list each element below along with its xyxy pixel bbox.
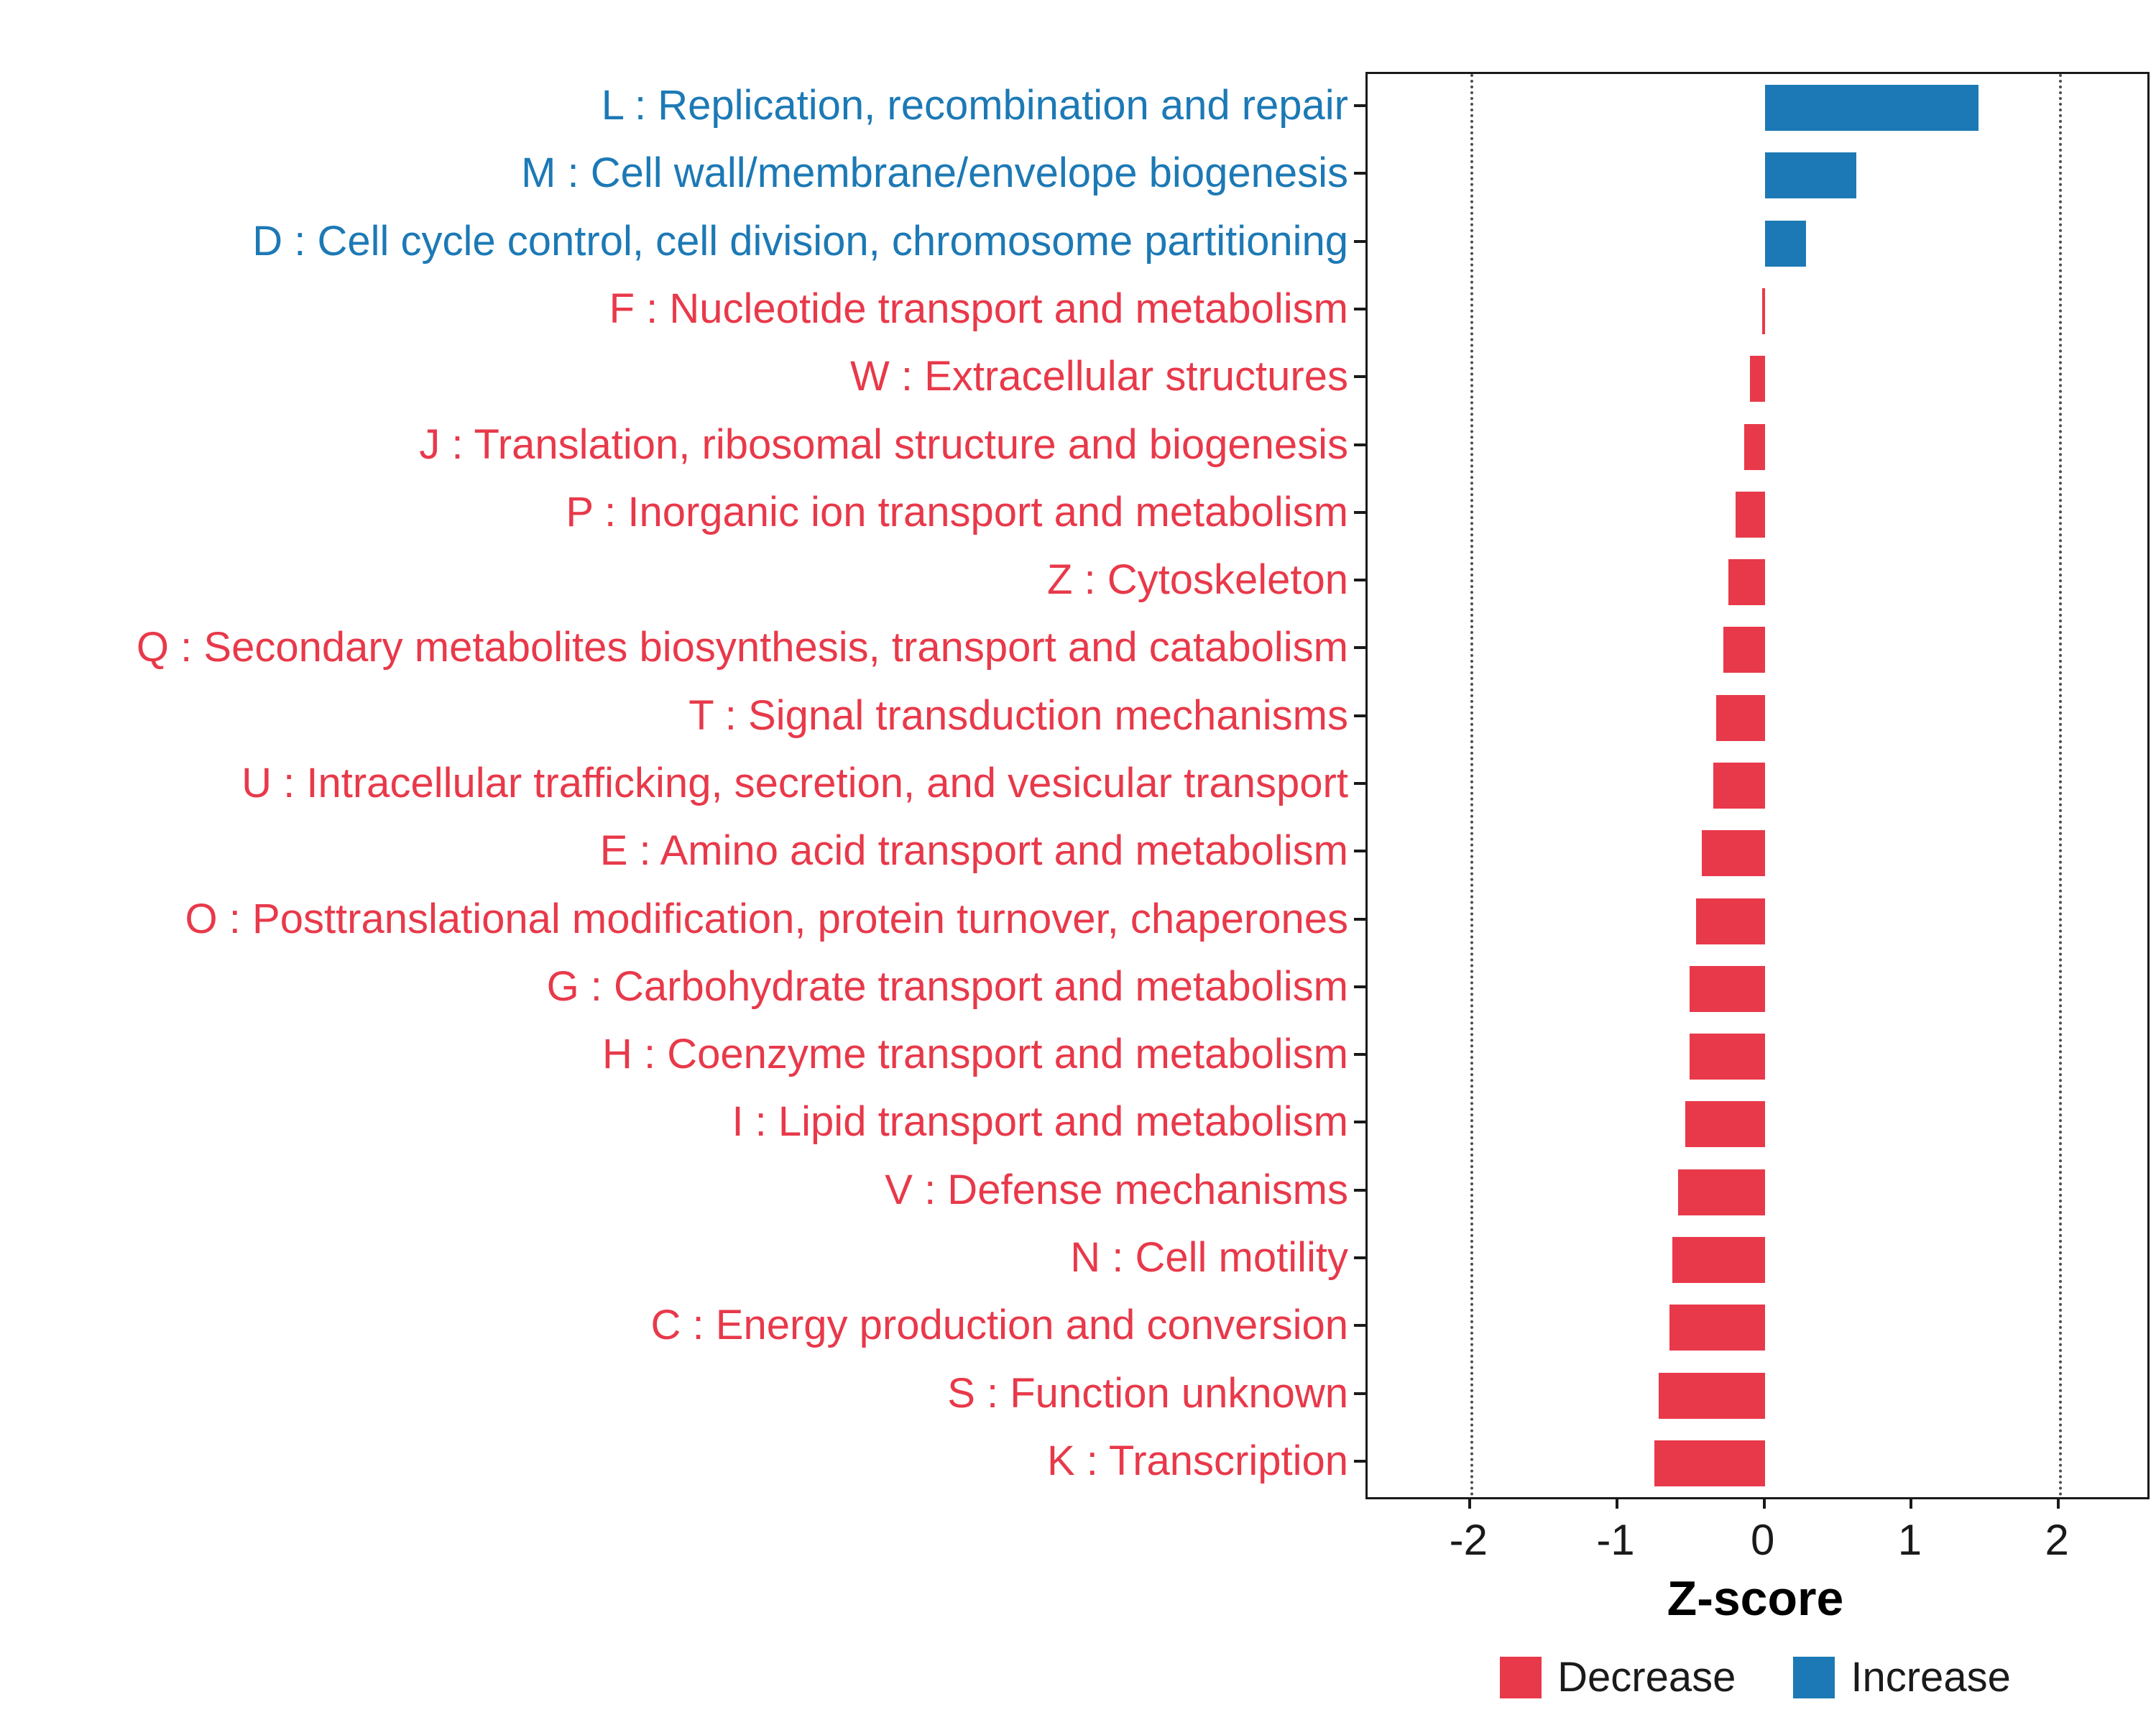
bar	[1690, 1034, 1765, 1080]
plot-panel	[1365, 72, 2150, 1499]
category-label: C : Energy production and conversion	[650, 1302, 1348, 1349]
x-tick-mark	[1616, 1497, 1619, 1509]
bar	[1713, 763, 1765, 809]
y-tick-mark	[1354, 104, 1365, 108]
y-tick-mark	[1354, 239, 1365, 243]
category-label: E : Amino acid transport and metabolism	[599, 827, 1348, 875]
y-tick-mark	[1354, 714, 1365, 717]
category-label: P : Inorganic ion transport and metaboli…	[566, 488, 1348, 535]
category-label: O : Posttranslational modification, prot…	[185, 895, 1348, 942]
x-tick-label: 2	[2045, 1516, 2069, 1564]
x-tick-mark	[2057, 1497, 2060, 1509]
y-tick-mark	[1354, 308, 1365, 310]
bar	[1659, 1372, 1765, 1419]
category-label: K : Transcription	[1046, 1437, 1348, 1484]
y-tick-mark	[1354, 985, 1365, 988]
legend-label: Decrease	[1557, 1654, 1736, 1701]
category-label: M : Cell wall/membrane/envelope biogenes…	[521, 150, 1348, 197]
x-tick-label: -2	[1449, 1516, 1488, 1564]
category-label: N : Cell motility	[1070, 1234, 1348, 1281]
y-tick-mark	[1354, 1053, 1365, 1057]
x-tick-label: 0	[1751, 1516, 1775, 1564]
bar	[1695, 898, 1765, 944]
category-label: Z : Cytoskeleton	[1046, 556, 1348, 604]
bar	[1728, 559, 1765, 606]
category-label: Q : Secondary metabolites biosynthesis, …	[136, 624, 1348, 671]
y-tick-mark	[1354, 510, 1365, 514]
y-tick-mark	[1354, 1324, 1365, 1328]
category-label: F : Nucleotide transport and metabolism	[609, 285, 1348, 332]
x-tick-label: 1	[1897, 1516, 1922, 1564]
bar	[1701, 830, 1765, 877]
category-label: V : Defense mechanisms	[885, 1166, 1348, 1213]
reference-line	[2059, 74, 2063, 1497]
y-tick-mark	[1354, 1188, 1365, 1192]
y-tick-mark	[1354, 850, 1365, 853]
x-tick-mark	[1909, 1497, 1913, 1509]
y-tick-mark	[1354, 579, 1365, 582]
bar	[1764, 152, 1856, 199]
legend: Decrease Increase	[1365, 1653, 2145, 1701]
y-tick-mark	[1354, 1256, 1365, 1259]
category-label: W : Extracellular structures	[850, 353, 1348, 400]
y-tick-mark	[1354, 917, 1365, 921]
bar	[1744, 423, 1765, 470]
y-tick-mark	[1354, 646, 1365, 650]
category-label: S : Function unknown	[947, 1369, 1348, 1417]
x-tick-label: -1	[1596, 1516, 1635, 1564]
bar	[1723, 627, 1765, 673]
reference-line	[1470, 74, 1474, 1497]
bar	[1672, 1237, 1765, 1283]
y-tick-mark	[1354, 375, 1365, 379]
category-label: H : Coenzyme transport and metabolism	[602, 1031, 1348, 1078]
x-tick-mark	[1468, 1497, 1472, 1509]
category-label: J : Translation, ribosomal structure and…	[419, 420, 1348, 468]
y-tick-mark	[1354, 172, 1365, 175]
x-axis-title: Z-score	[1667, 1571, 1844, 1626]
bar	[1750, 356, 1765, 402]
category-label: U : Intracellular trafficking, secretion…	[241, 760, 1348, 806]
legend-swatch	[1793, 1656, 1835, 1698]
category-label: T : Signal transduction mechanisms	[688, 691, 1348, 739]
category-label: L : Replication, recombination and repai…	[601, 82, 1348, 129]
bar	[1764, 220, 1807, 267]
bar	[1761, 288, 1765, 334]
bar	[1677, 1169, 1765, 1215]
bar	[1685, 1101, 1765, 1148]
bar	[1764, 85, 1978, 132]
y-tick-mark	[1354, 1459, 1365, 1463]
bar	[1690, 965, 1765, 1012]
y-tick-mark	[1354, 1392, 1365, 1395]
legend-item: Increase	[1793, 1653, 2011, 1701]
legend-label: Increase	[1851, 1654, 2011, 1701]
legend-item: Decrease	[1500, 1653, 1736, 1701]
category-label: I : Lipid transport and metabolism	[732, 1098, 1348, 1146]
y-tick-mark	[1354, 1121, 1365, 1124]
bar	[1669, 1305, 1765, 1351]
legend-swatch	[1500, 1656, 1542, 1698]
y-tick-mark	[1354, 782, 1365, 785]
category-label: D : Cell cycle control, cell division, c…	[252, 217, 1348, 264]
category-label: G : Carbohydrate transport and metabolis…	[546, 962, 1348, 1010]
bar	[1716, 694, 1765, 741]
bar	[1654, 1440, 1765, 1486]
x-tick-mark	[1762, 1497, 1766, 1509]
y-tick-mark	[1354, 443, 1365, 446]
bar	[1735, 491, 1765, 538]
